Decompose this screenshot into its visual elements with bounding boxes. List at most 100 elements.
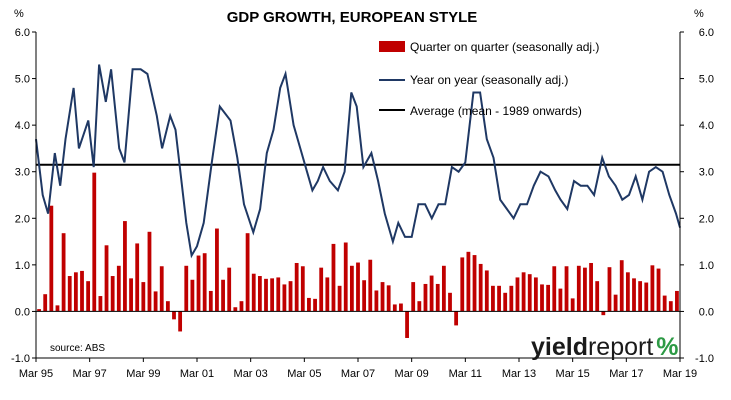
bar (264, 278, 268, 312)
bar (325, 277, 330, 312)
x-tick-label: Mar 95 (19, 368, 53, 380)
bar (251, 273, 256, 312)
left-tick-label: 2.0 (15, 213, 30, 225)
bar (435, 283, 440, 312)
bar (129, 278, 133, 312)
bar (454, 311, 459, 326)
right-tick-label: 2.0 (699, 213, 714, 225)
bar (239, 301, 244, 312)
bar (656, 268, 661, 312)
bar (662, 295, 667, 312)
brand-logo-part2: report (588, 333, 653, 361)
bar (515, 277, 520, 312)
bar (441, 265, 446, 312)
bar (484, 270, 489, 312)
bar (349, 265, 354, 312)
chart-title: GDP GROWTH, EUROPEAN STYLE (227, 9, 478, 26)
left-tick-label: 6.0 (15, 27, 30, 39)
legend-swatch-quarter (379, 41, 405, 52)
right-axis-unit: % (694, 8, 704, 20)
bar (601, 311, 606, 316)
bar (270, 278, 275, 312)
legend-label-average: Average (mean - 1989 onwards) (410, 104, 582, 118)
right-tick-label: -1.0 (695, 353, 714, 365)
bar (570, 298, 575, 312)
bar (399, 303, 403, 312)
bar (147, 231, 152, 312)
bar (356, 262, 360, 312)
bar (153, 291, 158, 312)
x-tick-label: Mar 07 (341, 368, 375, 380)
bar (288, 281, 293, 312)
bar (245, 233, 250, 312)
left-axis: 6.0 5.0 4.0 3.0 2.0 1.0 0.0 -1.0 (11, 27, 36, 365)
year-on-year-line (35, 64, 681, 259)
bar (172, 311, 176, 320)
bar (98, 296, 103, 312)
bar (227, 267, 232, 312)
bar (276, 277, 281, 312)
x-tick-label: Mar 13 (502, 368, 536, 380)
left-tick-label: 1.0 (15, 260, 30, 272)
left-axis-unit: % (14, 8, 24, 20)
bar (337, 285, 342, 312)
bar (392, 304, 397, 312)
bar (552, 266, 557, 312)
bar (466, 251, 471, 312)
bar (37, 309, 41, 312)
bar (448, 292, 452, 312)
bar (527, 274, 532, 312)
bar (233, 307, 238, 312)
right-tick-label: 1.0 (699, 260, 714, 272)
bar (595, 281, 600, 312)
brand-logo: yieldreport% (531, 333, 679, 361)
bar (86, 281, 91, 312)
bar (386, 285, 391, 312)
bar (116, 265, 121, 312)
bar (141, 282, 146, 312)
bar (73, 272, 78, 312)
bar (104, 245, 109, 312)
right-tick-label: 4.0 (699, 120, 714, 132)
bar (429, 275, 434, 312)
source-note: source: ABS (50, 343, 105, 354)
left-tick-label: 5.0 (15, 74, 30, 86)
bar (668, 301, 673, 312)
svg-text:yieldreport%: yieldreport% (531, 333, 679, 361)
bar (282, 284, 287, 312)
bar (184, 265, 189, 312)
x-axis: Mar 95 Mar 97 Mar 99 Mar 01 Mar 03 Mar 05 Mar … (19, 358, 697, 380)
bar (135, 243, 140, 312)
bar (123, 221, 127, 312)
bar (313, 298, 317, 312)
x-tick-label: Mar 05 (287, 368, 321, 380)
x-tick-label: Mar 09 (395, 368, 429, 380)
left-tick-label: 3.0 (15, 167, 30, 179)
brand-logo-part1: yield (531, 333, 588, 361)
bar (362, 280, 367, 312)
bar (417, 301, 422, 312)
bar (411, 282, 416, 312)
bar (61, 233, 66, 312)
left-tick-label: -1.0 (11, 353, 30, 365)
bar (307, 297, 311, 312)
x-tick-label: Mar 99 (126, 368, 160, 380)
bar (478, 263, 483, 312)
bar (521, 272, 526, 312)
x-tick-label: Mar 97 (73, 368, 107, 380)
bar (300, 266, 305, 312)
bar-series (37, 172, 679, 338)
bar (625, 272, 630, 312)
x-tick-label: Mar 03 (234, 368, 268, 380)
bar (613, 294, 618, 312)
right-tick-label: 3.0 (699, 167, 714, 179)
bar (533, 277, 538, 312)
bar (196, 255, 201, 312)
legend-label-yoy: Year on year (seasonally adj.) (410, 73, 568, 87)
bar (178, 311, 183, 332)
bar (55, 305, 60, 312)
bar (497, 285, 501, 312)
bar (460, 257, 465, 312)
x-tick-label: Mar 01 (180, 368, 214, 380)
